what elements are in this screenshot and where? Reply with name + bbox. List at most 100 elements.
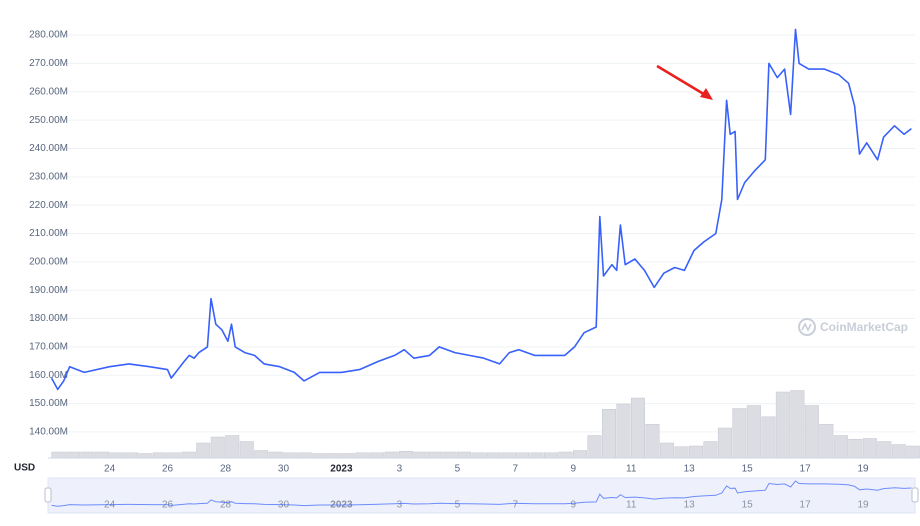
volume-bar <box>355 452 370 459</box>
volume-bar <box>210 436 225 459</box>
volume-bar <box>746 405 761 459</box>
y-tick-label: 190.00M <box>29 285 68 296</box>
y-tick-label: 210.00M <box>29 228 68 239</box>
navigator[interactable] <box>47 477 916 514</box>
x-tick-label: 30 <box>278 464 290 475</box>
y-tick-label: 140.00M <box>29 427 68 438</box>
volume-bar <box>152 452 167 459</box>
watermark: CoinMarketCap <box>798 318 908 336</box>
y-tick-label: 220.00M <box>29 200 68 211</box>
y-tick-label: 230.00M <box>29 171 68 182</box>
volume-bar <box>65 451 80 459</box>
volume-bar <box>167 452 182 459</box>
y-tick-label: 260.00M <box>29 86 68 97</box>
volume-bar <box>384 451 399 459</box>
navigator-tick-label: 5 <box>455 500 461 511</box>
volume-bar <box>833 435 848 459</box>
volume-bar <box>457 451 472 459</box>
volume-bar <box>717 427 732 459</box>
volume-bar <box>659 442 674 459</box>
volume-bar <box>674 446 689 459</box>
navigator-tick-label: 7 <box>513 500 519 511</box>
y-tick-label: 200.00M <box>29 256 68 267</box>
volume-bar <box>109 452 124 459</box>
x-tick-label: 7 <box>513 464 519 475</box>
x-tick-label: 13 <box>684 464 696 475</box>
x-tick-label: 19 <box>858 464 870 475</box>
volume-bar <box>181 451 196 459</box>
volume-bar <box>268 451 283 459</box>
volume-bar <box>254 450 269 459</box>
x-tick-label: 26 <box>162 464 174 475</box>
volume-bar <box>804 405 819 459</box>
volume-bar <box>573 450 588 459</box>
volume-bar <box>80 451 95 459</box>
x-tick-label: 2023 <box>330 464 353 475</box>
volume-bar <box>413 451 428 459</box>
volume-bar <box>326 453 341 459</box>
volume-bar <box>848 439 863 459</box>
watermark-text: CoinMarketCap <box>820 320 908 334</box>
price-line <box>50 28 912 391</box>
volume-bar <box>399 451 414 459</box>
volume-bar <box>906 445 920 459</box>
volume-bar <box>645 424 660 459</box>
annotation-arrowhead <box>700 88 713 100</box>
volume-bar <box>486 452 501 459</box>
watermark-logo-mark <box>801 322 812 332</box>
volume-bar <box>341 453 356 459</box>
navigator-tick-label: 28 <box>220 500 232 511</box>
y-tick-label: 170.00M <box>29 342 68 353</box>
volume-bar <box>790 390 805 459</box>
y-tick-label: 240.00M <box>29 143 68 154</box>
x-tick-label: 3 <box>397 464 403 475</box>
volume-bar <box>587 435 602 459</box>
volume-bar <box>891 444 906 459</box>
volume-bar <box>94 451 109 459</box>
volume-bar <box>471 452 486 459</box>
volume-bar <box>616 403 631 459</box>
navigator-tick-label: 11 <box>626 500 637 511</box>
y-tick-label: 270.00M <box>29 58 68 69</box>
y-tick-label: 160.00M <box>29 370 68 381</box>
y-tick-label: 150.00M <box>29 398 68 409</box>
navigator-tick-label: 13 <box>684 500 696 511</box>
y-tick-label: 250.00M <box>29 115 68 126</box>
navigator-tick-label: 19 <box>858 500 870 511</box>
volume-bar <box>630 397 645 459</box>
navigator-tick-label: 9 <box>570 500 576 511</box>
volume-bar <box>442 451 457 459</box>
volume-bar <box>732 408 747 459</box>
annotation-arrow <box>656 64 708 98</box>
navigator-tick-label: 3 <box>397 500 403 511</box>
navigator-line <box>51 480 912 507</box>
volume-bar <box>775 391 790 459</box>
volume-bar <box>703 441 718 459</box>
volume-bar <box>558 451 573 459</box>
navigator-tick-label: 17 <box>800 500 812 511</box>
volume-bar <box>877 441 892 459</box>
volume-bar <box>761 416 776 459</box>
volume-bar <box>370 452 385 459</box>
volume-bar <box>529 452 544 459</box>
volume-bar <box>239 441 254 459</box>
volume-bar <box>225 435 240 459</box>
volume-bar <box>123 452 138 459</box>
volume-bar <box>297 452 312 459</box>
volume-bar <box>312 453 327 459</box>
volume-bar <box>51 451 66 459</box>
plot-area <box>48 34 920 459</box>
volume-bar <box>688 445 703 459</box>
watermark-logo <box>798 318 816 336</box>
y-tick-label: 280.00M <box>29 30 68 41</box>
x-tick-label: 24 <box>104 464 116 475</box>
volume-bar <box>500 452 515 459</box>
navigator-handle[interactable] <box>911 487 919 503</box>
volume-bar <box>544 452 559 459</box>
navigator-handle[interactable] <box>44 487 52 503</box>
volume-bar <box>428 451 443 459</box>
volume-bar <box>196 442 211 459</box>
volume-bar <box>138 453 153 459</box>
volume-bar <box>602 409 616 459</box>
